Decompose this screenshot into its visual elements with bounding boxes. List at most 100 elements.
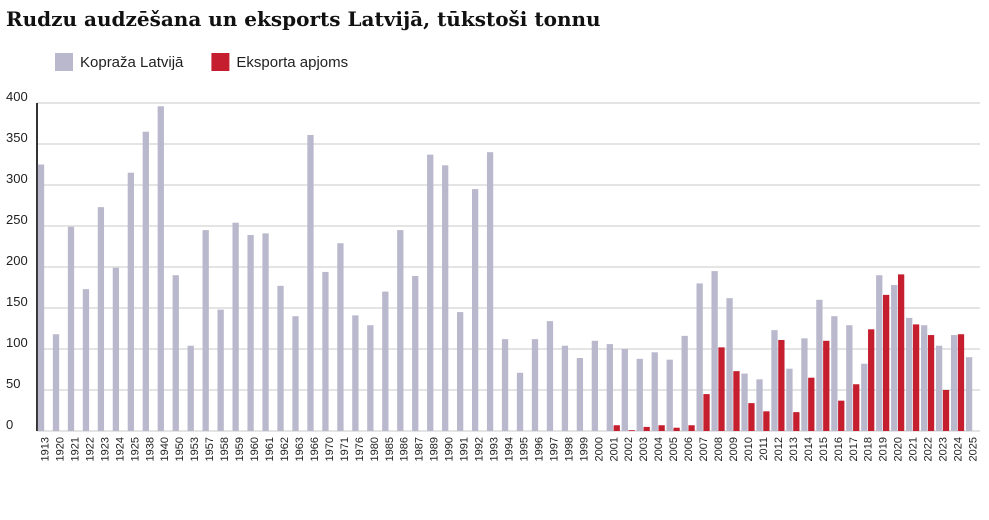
x-tick-label: 2006	[683, 437, 695, 461]
bar	[292, 316, 299, 431]
bar	[561, 345, 569, 431]
x-tick-label: 1989	[429, 437, 441, 461]
x-tick-label: 2010	[743, 437, 755, 461]
bar	[748, 403, 755, 431]
x-tick-label: 1995	[518, 437, 530, 461]
bar	[897, 274, 905, 431]
x-tick-label: 2011	[758, 437, 770, 461]
bar	[367, 325, 374, 431]
bar	[471, 189, 479, 431]
x-tick-label: 2018	[863, 437, 875, 461]
x-tick-label: 1953	[189, 437, 201, 461]
bar	[965, 357, 973, 431]
x-tick-label: 1959	[234, 437, 246, 461]
bar	[531, 339, 539, 431]
bar	[643, 426, 650, 431]
bar	[628, 430, 635, 431]
bar	[658, 425, 665, 431]
bar	[112, 267, 120, 431]
bar	[868, 329, 875, 431]
y-tick-label: 0	[6, 417, 13, 432]
x-tick-label: 2007	[698, 437, 710, 461]
x-tick-label: 2004	[653, 437, 665, 461]
bar	[442, 165, 449, 431]
x-tick-label: 1991	[459, 437, 471, 461]
bar	[202, 230, 209, 431]
bar	[576, 358, 584, 431]
bar	[957, 334, 965, 431]
bar	[726, 298, 733, 431]
x-tick-label: 2022	[923, 437, 935, 461]
x-tick-label: 1997	[548, 437, 560, 461]
bar	[703, 394, 710, 431]
bar	[427, 154, 434, 431]
bar	[172, 275, 179, 431]
bar	[793, 412, 800, 431]
bar	[823, 340, 830, 431]
x-tick-label: 1924	[114, 437, 126, 461]
bar	[681, 335, 688, 431]
bar	[501, 339, 509, 431]
bar	[786, 368, 793, 431]
x-tick-label: 1985	[384, 437, 396, 461]
x-tick-label: 2024	[953, 437, 965, 461]
bar	[352, 315, 359, 431]
bar	[876, 275, 883, 431]
bar	[816, 299, 823, 431]
bar	[763, 411, 770, 431]
x-tick-label: 1987	[414, 437, 426, 461]
bar	[546, 321, 554, 431]
bar	[457, 312, 464, 431]
bar	[861, 363, 868, 431]
x-tick-label: 2002	[623, 437, 635, 461]
bar	[142, 131, 149, 431]
x-tick-label: 1980	[369, 437, 381, 461]
x-tick-label: 1920	[54, 437, 66, 461]
x-tick-label: 2012	[773, 437, 785, 461]
x-tick-label: 1958	[219, 437, 231, 461]
bar	[942, 390, 950, 431]
bar	[412, 276, 419, 431]
bar	[516, 372, 524, 431]
legend-swatch	[55, 53, 73, 71]
x-tick-label: 1970	[324, 437, 336, 461]
bar	[906, 317, 913, 431]
bar	[935, 345, 943, 431]
bar	[688, 425, 695, 431]
x-tick-label: 2008	[713, 437, 725, 461]
bar	[606, 344, 613, 431]
bar	[322, 271, 329, 431]
x-tick-label: 1923	[99, 437, 111, 461]
bar	[741, 373, 748, 431]
bar	[808, 377, 815, 431]
x-tick-label: 1922	[84, 437, 96, 461]
x-tick-label: 1913	[39, 437, 51, 461]
x-tick-label: 2025	[968, 437, 980, 461]
x-tick-label: 2021	[908, 437, 920, 461]
bar	[718, 347, 725, 431]
y-tick-label: 150	[6, 294, 28, 309]
legend-label: Eksporta apjoms	[236, 54, 348, 71]
x-tick-label: 1940	[159, 437, 171, 461]
bar	[486, 152, 494, 431]
x-tick-label: 2001	[608, 437, 620, 461]
bar	[52, 334, 60, 431]
bar	[591, 340, 599, 431]
x-tick-label: 2023	[938, 437, 950, 461]
bar	[613, 425, 620, 431]
bar	[666, 359, 673, 431]
bar	[673, 427, 680, 431]
legend-label: Kopraža Latvijā	[80, 54, 184, 71]
bar	[756, 379, 763, 431]
x-tick-label: 1976	[354, 437, 366, 461]
bar	[82, 289, 90, 431]
bar	[232, 222, 239, 431]
bar	[838, 400, 845, 431]
bar	[157, 106, 164, 431]
bar	[307, 134, 314, 432]
legend-swatch	[211, 53, 230, 71]
x-tick-label: 1986	[399, 437, 411, 461]
y-tick-label: 50	[6, 376, 20, 391]
chart-title: Rudzu audzēšana un eksports Latvijā, tūk…	[6, 7, 601, 31]
